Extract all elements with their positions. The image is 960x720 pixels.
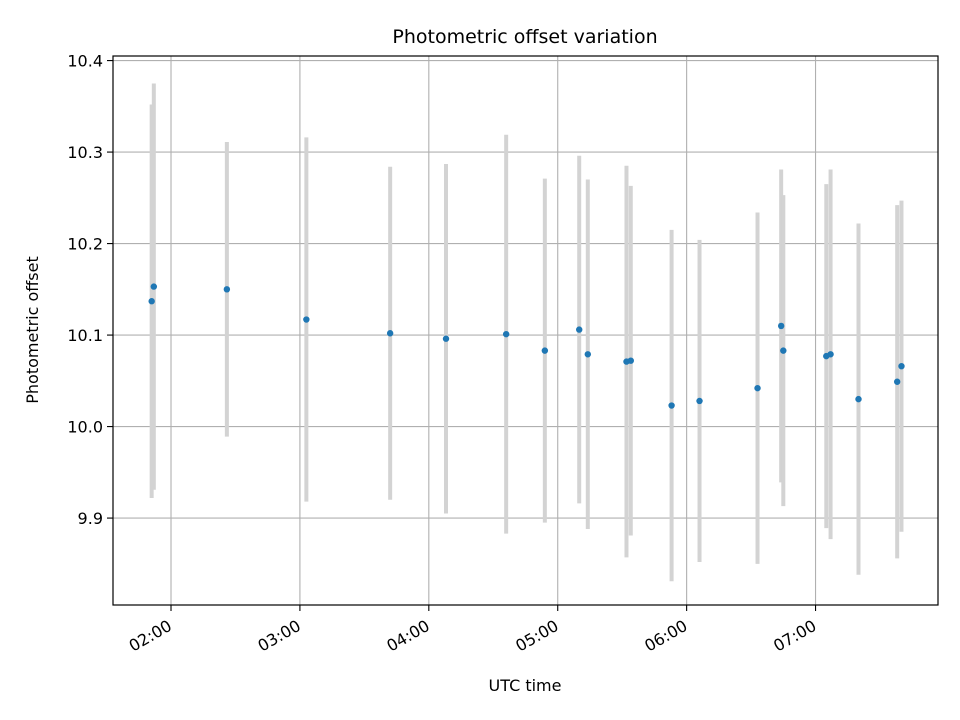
data-point — [893, 378, 901, 385]
y-axis-label: Photometric offset — [23, 256, 42, 404]
x-axis-label: UTC time — [489, 676, 562, 695]
data-point — [668, 402, 675, 409]
y-tick-label: 10.0 — [67, 418, 103, 437]
data-point — [898, 362, 905, 370]
data-point — [150, 283, 158, 290]
data-point — [223, 286, 231, 293]
data-point — [777, 322, 785, 330]
data-point — [627, 357, 634, 364]
data-point — [754, 384, 761, 392]
y-tick-label: 9.9 — [78, 509, 103, 528]
data-point — [502, 330, 510, 338]
data-point — [541, 347, 549, 354]
data-point — [303, 316, 310, 323]
data-point — [148, 298, 155, 305]
data-point — [696, 397, 703, 405]
data-point — [442, 335, 450, 342]
y-tick-label: 10.3 — [67, 143, 103, 162]
grid — [113, 56, 938, 605]
plot-frame — [112, 55, 939, 606]
data-point — [827, 351, 834, 358]
y-tick-label: 10.4 — [67, 52, 103, 71]
data-point — [855, 395, 862, 403]
data-point — [780, 347, 787, 354]
y-tick-label: 10.1 — [67, 326, 103, 345]
chart-title: Photometric offset variation — [392, 26, 657, 48]
data-point — [386, 330, 394, 337]
y-axis-ticks: 9.9 10.0 10.1 10.2 10.3 10.4 — [67, 52, 113, 528]
data-point — [576, 326, 583, 333]
data-points — [148, 283, 905, 409]
y-tick-label: 10.2 — [67, 235, 103, 254]
data-point — [584, 351, 592, 358]
